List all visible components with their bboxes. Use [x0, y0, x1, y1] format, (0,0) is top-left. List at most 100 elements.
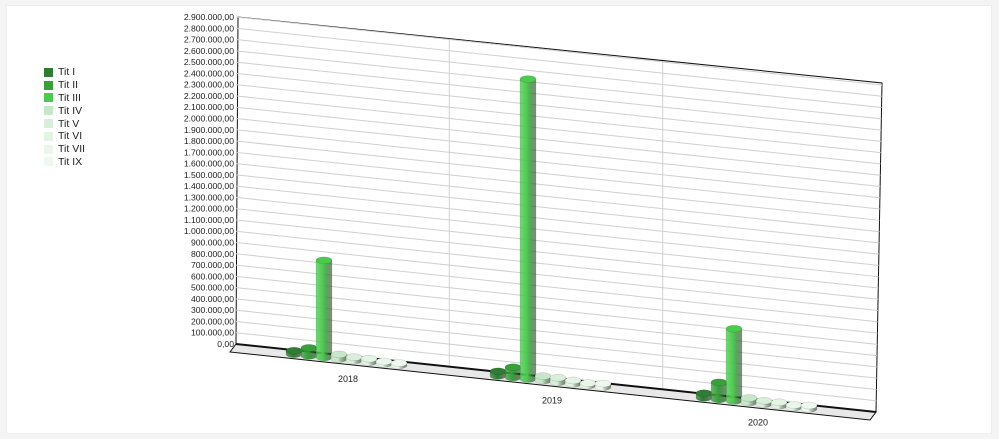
legend-item: Tit IV	[44, 104, 85, 117]
y-tick-label: 1.600.000,00	[184, 159, 234, 169]
gridline	[235, 320, 877, 390]
gridline	[235, 219, 879, 289]
chart-legend: Tit I Tit II Tit III Tit IV Tit V Tit VI Tit V…	[44, 66, 85, 168]
legend-swatch	[44, 119, 53, 129]
gridline	[235, 140, 880, 210]
legend-item: Tit VI	[44, 130, 85, 143]
legend-label: Tit IV	[58, 104, 83, 117]
legend-label: Tit I	[58, 66, 76, 79]
gridline	[235, 309, 877, 379]
gridline	[235, 39, 882, 109]
gridline	[235, 61, 882, 131]
gridline	[235, 151, 880, 221]
bar-top	[375, 357, 393, 366]
gridline	[235, 332, 877, 402]
y-tick-label: 2.200.000,00	[184, 91, 234, 101]
y-tick-label: 1.300.000,00	[184, 192, 234, 202]
y-tick-label: 100.000,00	[191, 328, 234, 338]
y-tick-label: 1.400.000,00	[184, 181, 234, 191]
legend-label: Tit III	[58, 91, 81, 104]
bar-top	[360, 354, 378, 363]
gridline	[235, 298, 877, 368]
gridline	[235, 95, 881, 165]
legend-item: Tit III	[44, 92, 85, 105]
bar-top	[564, 376, 582, 385]
bar-top	[740, 394, 758, 402]
bar-top	[534, 372, 552, 380]
gridline	[235, 50, 882, 120]
x-tick-label: 2019	[542, 396, 562, 406]
y-tick-label: 1.800.000,00	[184, 136, 234, 146]
legend-item: Tit V	[44, 117, 85, 130]
legend-swatch	[44, 144, 53, 154]
gridline	[235, 72, 882, 142]
bar-top	[770, 398, 788, 407]
legend-label: Tit IX	[58, 155, 83, 168]
bar-top	[504, 363, 522, 372]
legend-label: Tit VI	[58, 130, 83, 143]
y-tick-label: 2.500.000,00	[184, 57, 234, 67]
y-tick-label: 500.000,00	[191, 283, 234, 293]
bar-top	[330, 350, 348, 359]
legend-label: Tit VII	[58, 143, 86, 156]
gridline	[235, 106, 881, 176]
y-tick-label: 900.000,00	[191, 238, 234, 248]
bar-top	[300, 344, 318, 352]
gridline	[235, 174, 880, 244]
y-tick-label: 2.600.000,00	[184, 46, 234, 56]
bar-top	[489, 367, 507, 376]
gridline	[235, 16, 883, 86]
legend-item: Tit I	[44, 66, 85, 79]
y-tick-label: 0,00	[217, 339, 234, 349]
y-tick-label: 2.100.000,00	[184, 102, 234, 112]
y-tick-label: 2.700.000,00	[184, 35, 234, 45]
bar-top	[594, 379, 612, 388]
y-tick-label: 800.000,00	[191, 249, 234, 259]
gridline	[235, 27, 882, 97]
legend-label: Tit II	[58, 79, 79, 92]
y-tick-label: 2.800.000,00	[184, 23, 234, 33]
gridline	[235, 287, 878, 357]
y-tick-label: 600.000,00	[191, 271, 234, 281]
legend-swatch	[44, 93, 53, 103]
legend-swatch	[44, 67, 53, 77]
bar-top	[800, 401, 818, 410]
bar-top	[755, 396, 773, 405]
legend-swatch	[44, 80, 53, 90]
y-tick-label: 1.100.000,00	[184, 215, 234, 225]
bar	[725, 328, 743, 405]
bar	[519, 78, 537, 383]
y-tick-label: 2.400.000,00	[184, 68, 234, 78]
gridline	[235, 242, 878, 312]
gridline	[235, 253, 878, 323]
y-tick-label: 300.000,00	[191, 305, 234, 315]
y-tick-label: 700.000,00	[191, 260, 234, 270]
gridline	[235, 163, 880, 233]
x-tick-label: 2018	[338, 374, 358, 384]
bar-top	[710, 378, 728, 387]
bar-top	[725, 324, 743, 333]
gridline	[235, 117, 881, 187]
bar-top	[345, 353, 363, 361]
y-tick-label: 1.500.000,00	[184, 170, 234, 180]
legend-swatch	[44, 131, 53, 141]
gridline	[235, 264, 878, 334]
legend-swatch	[44, 157, 53, 167]
gridline	[235, 208, 879, 278]
y-tick-label: 1.200.000,00	[184, 204, 234, 214]
x-tick-label: 2020	[748, 417, 768, 427]
legend-item: Tit VII	[44, 143, 85, 156]
gridline	[235, 275, 878, 345]
bar	[315, 260, 333, 362]
y-tick-label: 1.900.000,00	[184, 125, 234, 135]
legend-label: Tit V	[58, 117, 80, 130]
bar-top	[549, 373, 567, 382]
bar-top	[315, 256, 333, 265]
y-tick-label: 2.000.000,00	[184, 113, 234, 123]
y-tick-label: 200.000,00	[191, 316, 234, 326]
bar-top	[695, 389, 713, 397]
gridline	[235, 185, 879, 255]
y-tick-label: 2.900.000,00	[184, 12, 234, 22]
gridline	[235, 129, 880, 199]
y-tick-label: 1.000.000,00	[184, 226, 234, 236]
